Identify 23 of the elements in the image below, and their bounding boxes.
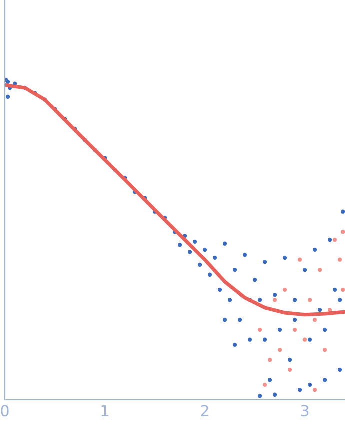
x-tick-label: 3 <box>301 405 309 417</box>
x-tick-label: 1 <box>102 405 108 416</box>
x-tick-label: 2 <box>201 405 208 416</box>
point <box>312 388 318 392</box>
point <box>302 338 308 342</box>
point <box>298 258 302 262</box>
point <box>338 258 342 262</box>
point <box>322 348 328 352</box>
point <box>308 298 312 302</box>
point <box>258 328 262 332</box>
point <box>292 328 298 332</box>
point <box>288 368 292 372</box>
point <box>278 348 282 352</box>
point <box>272 298 278 302</box>
point <box>268 358 272 362</box>
x-tick-label: 0 <box>1 405 9 417</box>
point <box>340 288 345 292</box>
point <box>332 238 338 242</box>
point <box>262 382 268 388</box>
point <box>312 318 318 322</box>
point <box>318 268 322 272</box>
point <box>340 230 345 234</box>
point <box>282 288 288 292</box>
